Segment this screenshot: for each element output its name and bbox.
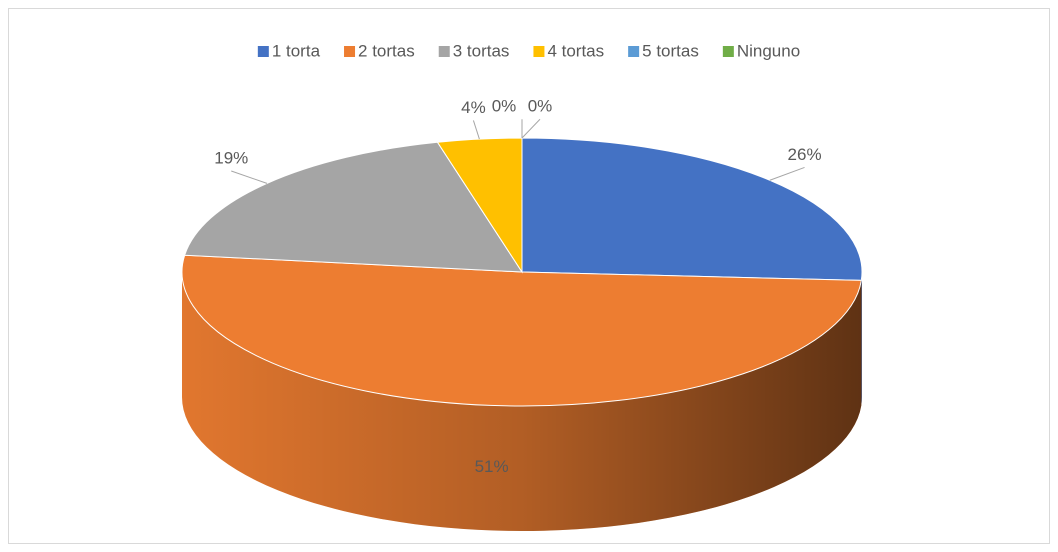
slice bbox=[181, 254, 862, 407]
data-label: 0% bbox=[492, 97, 517, 116]
legend-swatch bbox=[533, 46, 545, 57]
legend-swatch bbox=[438, 46, 450, 57]
legend-label: 4 tortas bbox=[547, 41, 604, 60]
legend-swatch bbox=[344, 46, 356, 57]
data-label: 51% bbox=[475, 457, 509, 476]
legend-swatch bbox=[628, 46, 640, 57]
slice bbox=[521, 137, 863, 281]
legend-swatch bbox=[722, 46, 734, 57]
leader-line bbox=[472, 120, 480, 140]
slice-side-shade bbox=[182, 272, 862, 532]
data-label: 4% bbox=[461, 98, 486, 117]
legend-label: Ninguno bbox=[737, 41, 800, 60]
data-label: 19% bbox=[214, 148, 248, 167]
legend-label: 2 tortas bbox=[358, 41, 415, 60]
legend-label: 1 torta bbox=[272, 41, 321, 60]
data-label: 26% bbox=[788, 145, 822, 164]
legend-swatch bbox=[257, 46, 269, 57]
leader-line bbox=[521, 118, 541, 139]
data-label: 0% bbox=[528, 97, 553, 116]
leader-line bbox=[769, 166, 805, 181]
legend-label: 3 tortas bbox=[453, 41, 510, 60]
slice-side-shade bbox=[861, 272, 862, 406]
legend-label: 5 tortas bbox=[642, 41, 699, 60]
slice bbox=[184, 141, 523, 273]
leader-line bbox=[231, 170, 268, 184]
